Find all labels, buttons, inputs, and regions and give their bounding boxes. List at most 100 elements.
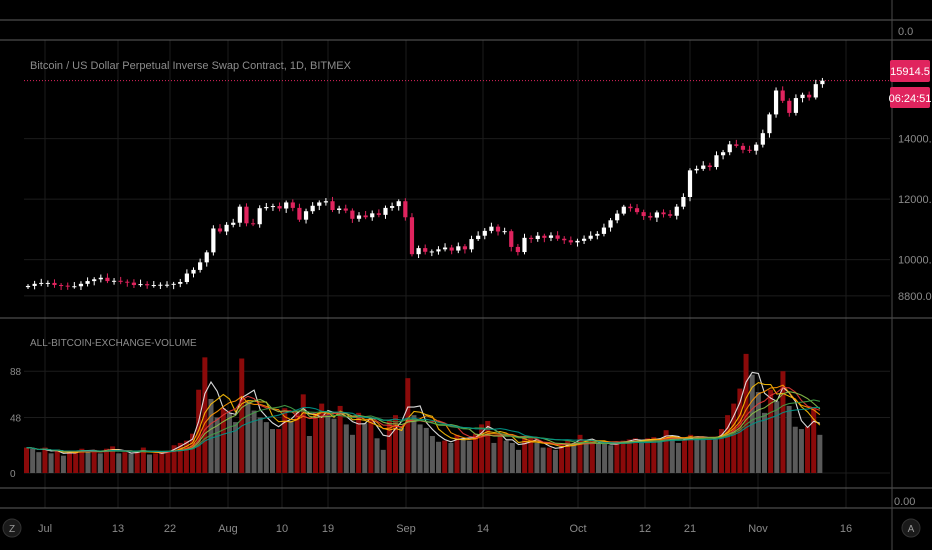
- volume-bar: [786, 405, 792, 473]
- volume-bar: [337, 405, 343, 473]
- candle-body: [654, 212, 659, 218]
- candle-body: [515, 246, 520, 253]
- candle-body: [780, 90, 785, 101]
- candle-body: [568, 240, 573, 243]
- candle-body: [370, 213, 375, 218]
- volume-bar: [159, 452, 165, 473]
- volume-bar: [614, 442, 620, 473]
- volume-bar: [85, 452, 91, 473]
- volume-bar: [712, 439, 718, 473]
- candle-body: [767, 114, 772, 134]
- candle-body: [198, 262, 203, 270]
- volume-bar: [805, 426, 811, 473]
- candle-body: [721, 152, 726, 156]
- candle-body: [284, 202, 289, 209]
- zoom-button-label[interactable]: Z: [9, 524, 15, 535]
- volume-bar: [516, 449, 521, 473]
- candle-body: [323, 201, 328, 203]
- volume-bar: [306, 435, 312, 473]
- volume-bar: [694, 435, 700, 473]
- time-tick-label: 22: [164, 523, 176, 535]
- volume-bar: [780, 371, 786, 473]
- volume-bar: [362, 423, 368, 473]
- candle-body: [231, 222, 236, 225]
- volume-bar: [214, 417, 220, 473]
- volume-bar: [706, 437, 712, 473]
- volume-bar: [589, 440, 595, 473]
- candle-body: [164, 284, 170, 286]
- candle-body: [363, 215, 368, 218]
- volume-bar: [190, 433, 196, 473]
- candle-body: [621, 206, 626, 214]
- price-tick-label: 14000.0: [898, 134, 932, 146]
- volume-bar: [116, 453, 122, 473]
- volume-bar: [571, 444, 577, 473]
- volume-bar: [503, 440, 509, 473]
- candle-body: [184, 273, 189, 283]
- candle-body: [383, 207, 388, 215]
- candle-body: [52, 282, 57, 286]
- volume-bar: [472, 433, 478, 473]
- volume-bar: [356, 412, 362, 473]
- volume-bar: [423, 427, 429, 473]
- candle-body: [85, 281, 90, 284]
- candle-body: [32, 283, 37, 286]
- volume-bar: [688, 434, 694, 473]
- volume-bar: [165, 451, 171, 473]
- time-tick-label: Nov: [748, 523, 768, 535]
- candle-body: [423, 248, 428, 252]
- candle-body: [747, 149, 752, 151]
- time-tick-label: 12: [639, 523, 651, 535]
- zoom-button[interactable]: Z: [2, 518, 22, 538]
- time-tick-label: Jul: [38, 523, 52, 535]
- time-gridlines: [44, 40, 847, 508]
- candle-body: [681, 196, 686, 207]
- volume-bar: [700, 439, 706, 473]
- volume-bar: [682, 439, 688, 473]
- volume-bar: [30, 448, 36, 473]
- volume-pane-title: ALL-BITCOIN-EXCHANGE-VOLUME: [30, 338, 197, 349]
- candle-body: [45, 282, 50, 284]
- auto-scale-button[interactable]: A: [901, 518, 921, 538]
- candle-body: [489, 226, 494, 231]
- candle-body: [754, 144, 759, 151]
- countdown-value: 06:24:51: [889, 93, 932, 105]
- candle-body: [648, 216, 653, 218]
- volume-bar: [491, 442, 497, 473]
- auto-scale-button-label[interactable]: A: [908, 524, 915, 535]
- candle-body: [694, 168, 699, 171]
- auto-scale-button-bg[interactable]: [901, 518, 921, 538]
- price-pane-title: Bitcoin / US Dollar Perpetual Inverse Sw…: [30, 60, 352, 72]
- candle-body: [727, 144, 732, 153]
- candle-body: [59, 285, 64, 287]
- zoom-button-bg[interactable]: [2, 518, 22, 538]
- candle-body: [138, 284, 143, 286]
- candle-body: [462, 246, 468, 250]
- candle-body: [356, 215, 362, 219]
- volume-bar: [509, 442, 515, 473]
- volume-bar: [743, 353, 749, 473]
- volume-bar: [294, 410, 300, 473]
- candle-body: [78, 283, 84, 287]
- volume-bar: [485, 420, 491, 473]
- volume-bar: [208, 398, 214, 473]
- volume-bar: [737, 388, 743, 473]
- volume-bar: [725, 415, 731, 473]
- volume-bar: [632, 438, 638, 473]
- volume-bar: [386, 420, 392, 473]
- volume-bar: [811, 408, 817, 473]
- volume-bar: [380, 449, 386, 473]
- volume-bar: [497, 435, 503, 473]
- volume-bar: [429, 435, 435, 473]
- candle-body: [158, 284, 163, 286]
- candle-body: [668, 214, 673, 216]
- candle-body: [601, 227, 607, 234]
- volume-bar-series: [24, 353, 823, 473]
- candle-body: [92, 279, 97, 282]
- volume-bar: [645, 438, 651, 473]
- volume-bar: [153, 453, 159, 473]
- volume-bar: [718, 429, 724, 473]
- candle-body: [793, 98, 799, 113]
- candle-body: [211, 228, 216, 253]
